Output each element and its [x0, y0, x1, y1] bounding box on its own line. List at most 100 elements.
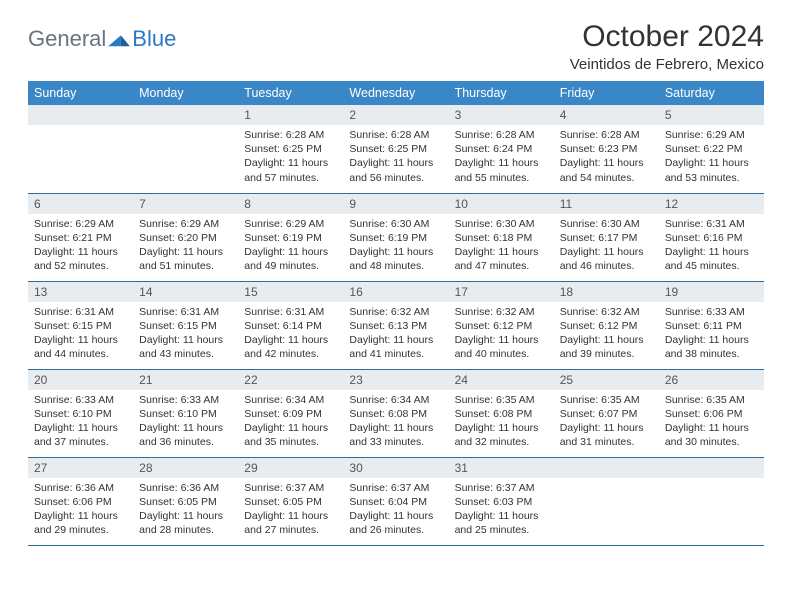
day-content: Sunrise: 6:31 AMSunset: 6:15 PMDaylight:…	[28, 302, 133, 368]
calendar-cell: 23Sunrise: 6:34 AMSunset: 6:08 PMDayligh…	[343, 369, 448, 457]
calendar-cell: 18Sunrise: 6:32 AMSunset: 6:12 PMDayligh…	[554, 281, 659, 369]
sunset-text: Sunset: 6:14 PM	[244, 319, 337, 333]
sunrise-text: Sunrise: 6:36 AM	[139, 481, 232, 495]
day-number: 5	[659, 105, 764, 125]
day-content: Sunrise: 6:37 AMSunset: 6:03 PMDaylight:…	[449, 478, 554, 544]
sunrise-text: Sunrise: 6:30 AM	[349, 217, 442, 231]
day-content: Sunrise: 6:33 AMSunset: 6:10 PMDaylight:…	[28, 390, 133, 456]
day-content: Sunrise: 6:31 AMSunset: 6:16 PMDaylight:…	[659, 214, 764, 280]
sunset-text: Sunset: 6:04 PM	[349, 495, 442, 509]
sunset-text: Sunset: 6:08 PM	[349, 407, 442, 421]
day-number: 18	[554, 282, 659, 302]
title-block: October 2024 Veintidos de Febrero, Mexic…	[570, 20, 764, 73]
daylight-text: Daylight: 11 hours and 38 minutes.	[665, 333, 758, 361]
day-content: Sunrise: 6:35 AMSunset: 6:08 PMDaylight:…	[449, 390, 554, 456]
sunrise-text: Sunrise: 6:34 AM	[244, 393, 337, 407]
day-number: 22	[238, 370, 343, 390]
calendar-cell: 26Sunrise: 6:35 AMSunset: 6:06 PMDayligh…	[659, 369, 764, 457]
daylight-text: Daylight: 11 hours and 56 minutes.	[349, 156, 442, 184]
sunrise-text: Sunrise: 6:35 AM	[560, 393, 653, 407]
day-content: Sunrise: 6:28 AMSunset: 6:25 PMDaylight:…	[343, 125, 448, 191]
sunset-text: Sunset: 6:19 PM	[349, 231, 442, 245]
weekday-header: Saturday	[659, 81, 764, 105]
sunset-text: Sunset: 6:08 PM	[455, 407, 548, 421]
calendar-cell: 10Sunrise: 6:30 AMSunset: 6:18 PMDayligh…	[449, 193, 554, 281]
daylight-text: Daylight: 11 hours and 30 minutes.	[665, 421, 758, 449]
sunset-text: Sunset: 6:15 PM	[139, 319, 232, 333]
calendar-cell: 21Sunrise: 6:33 AMSunset: 6:10 PMDayligh…	[133, 369, 238, 457]
sunset-text: Sunset: 6:23 PM	[560, 142, 653, 156]
sunrise-text: Sunrise: 6:30 AM	[560, 217, 653, 231]
daylight-text: Daylight: 11 hours and 36 minutes.	[139, 421, 232, 449]
sunset-text: Sunset: 6:16 PM	[665, 231, 758, 245]
sunset-text: Sunset: 6:22 PM	[665, 142, 758, 156]
sunrise-text: Sunrise: 6:31 AM	[665, 217, 758, 231]
day-content: Sunrise: 6:37 AMSunset: 6:04 PMDaylight:…	[343, 478, 448, 544]
daylight-text: Daylight: 11 hours and 43 minutes.	[139, 333, 232, 361]
calendar-cell: 13Sunrise: 6:31 AMSunset: 6:15 PMDayligh…	[28, 281, 133, 369]
calendar-cell: 30Sunrise: 6:37 AMSunset: 6:04 PMDayligh…	[343, 457, 448, 545]
day-content: Sunrise: 6:28 AMSunset: 6:25 PMDaylight:…	[238, 125, 343, 191]
day-content: Sunrise: 6:29 AMSunset: 6:21 PMDaylight:…	[28, 214, 133, 280]
sunset-text: Sunset: 6:17 PM	[560, 231, 653, 245]
calendar-cell: 9Sunrise: 6:30 AMSunset: 6:19 PMDaylight…	[343, 193, 448, 281]
sunrise-text: Sunrise: 6:37 AM	[244, 481, 337, 495]
sunrise-text: Sunrise: 6:37 AM	[455, 481, 548, 495]
sunset-text: Sunset: 6:05 PM	[139, 495, 232, 509]
logo: General Blue	[28, 20, 176, 52]
sunrise-text: Sunrise: 6:33 AM	[665, 305, 758, 319]
daylight-text: Daylight: 11 hours and 48 minutes.	[349, 245, 442, 273]
daylight-text: Daylight: 11 hours and 29 minutes.	[34, 509, 127, 537]
day-number: 26	[659, 370, 764, 390]
daylight-text: Daylight: 11 hours and 49 minutes.	[244, 245, 337, 273]
daylight-text: Daylight: 11 hours and 39 minutes.	[560, 333, 653, 361]
daylight-text: Daylight: 11 hours and 33 minutes.	[349, 421, 442, 449]
calendar-cell: 14Sunrise: 6:31 AMSunset: 6:15 PMDayligh…	[133, 281, 238, 369]
weekday-header: Monday	[133, 81, 238, 105]
logo-text-blue: Blue	[132, 26, 176, 52]
calendar-cell: 7Sunrise: 6:29 AMSunset: 6:20 PMDaylight…	[133, 193, 238, 281]
weekday-header-row: Sunday Monday Tuesday Wednesday Thursday…	[28, 81, 764, 105]
sunset-text: Sunset: 6:25 PM	[244, 142, 337, 156]
logo-text-general: General	[28, 26, 106, 52]
daylight-text: Daylight: 11 hours and 26 minutes.	[349, 509, 442, 537]
day-number: 1	[238, 105, 343, 125]
day-number: 2	[343, 105, 448, 125]
day-number: 25	[554, 370, 659, 390]
daylight-text: Daylight: 11 hours and 31 minutes.	[560, 421, 653, 449]
calendar-cell: 27Sunrise: 6:36 AMSunset: 6:06 PMDayligh…	[28, 457, 133, 545]
daylight-text: Daylight: 11 hours and 35 minutes.	[244, 421, 337, 449]
sunset-text: Sunset: 6:10 PM	[139, 407, 232, 421]
day-content: Sunrise: 6:32 AMSunset: 6:12 PMDaylight:…	[449, 302, 554, 368]
daylight-text: Daylight: 11 hours and 41 minutes.	[349, 333, 442, 361]
calendar-cell: 2Sunrise: 6:28 AMSunset: 6:25 PMDaylight…	[343, 105, 448, 193]
calendar-row: 27Sunrise: 6:36 AMSunset: 6:06 PMDayligh…	[28, 457, 764, 545]
sunset-text: Sunset: 6:21 PM	[34, 231, 127, 245]
day-content: Sunrise: 6:35 AMSunset: 6:07 PMDaylight:…	[554, 390, 659, 456]
day-number-empty	[133, 105, 238, 125]
calendar-cell: 28Sunrise: 6:36 AMSunset: 6:05 PMDayligh…	[133, 457, 238, 545]
calendar-cell	[133, 105, 238, 193]
day-content: Sunrise: 6:29 AMSunset: 6:20 PMDaylight:…	[133, 214, 238, 280]
day-content: Sunrise: 6:31 AMSunset: 6:15 PMDaylight:…	[133, 302, 238, 368]
daylight-text: Daylight: 11 hours and 25 minutes.	[455, 509, 548, 537]
sunrise-text: Sunrise: 6:29 AM	[665, 128, 758, 142]
day-number: 6	[28, 194, 133, 214]
sunrise-text: Sunrise: 6:32 AM	[560, 305, 653, 319]
sunset-text: Sunset: 6:07 PM	[560, 407, 653, 421]
day-content: Sunrise: 6:30 AMSunset: 6:19 PMDaylight:…	[343, 214, 448, 280]
sunset-text: Sunset: 6:06 PM	[34, 495, 127, 509]
daylight-text: Daylight: 11 hours and 44 minutes.	[34, 333, 127, 361]
day-number: 15	[238, 282, 343, 302]
sunrise-text: Sunrise: 6:28 AM	[560, 128, 653, 142]
sunrise-text: Sunrise: 6:28 AM	[244, 128, 337, 142]
sunset-text: Sunset: 6:11 PM	[665, 319, 758, 333]
calendar-cell: 4Sunrise: 6:28 AMSunset: 6:23 PMDaylight…	[554, 105, 659, 193]
daylight-text: Daylight: 11 hours and 40 minutes.	[455, 333, 548, 361]
day-number: 8	[238, 194, 343, 214]
sunset-text: Sunset: 6:15 PM	[34, 319, 127, 333]
day-number: 31	[449, 458, 554, 478]
day-number: 9	[343, 194, 448, 214]
sunset-text: Sunset: 6:20 PM	[139, 231, 232, 245]
sunset-text: Sunset: 6:10 PM	[34, 407, 127, 421]
